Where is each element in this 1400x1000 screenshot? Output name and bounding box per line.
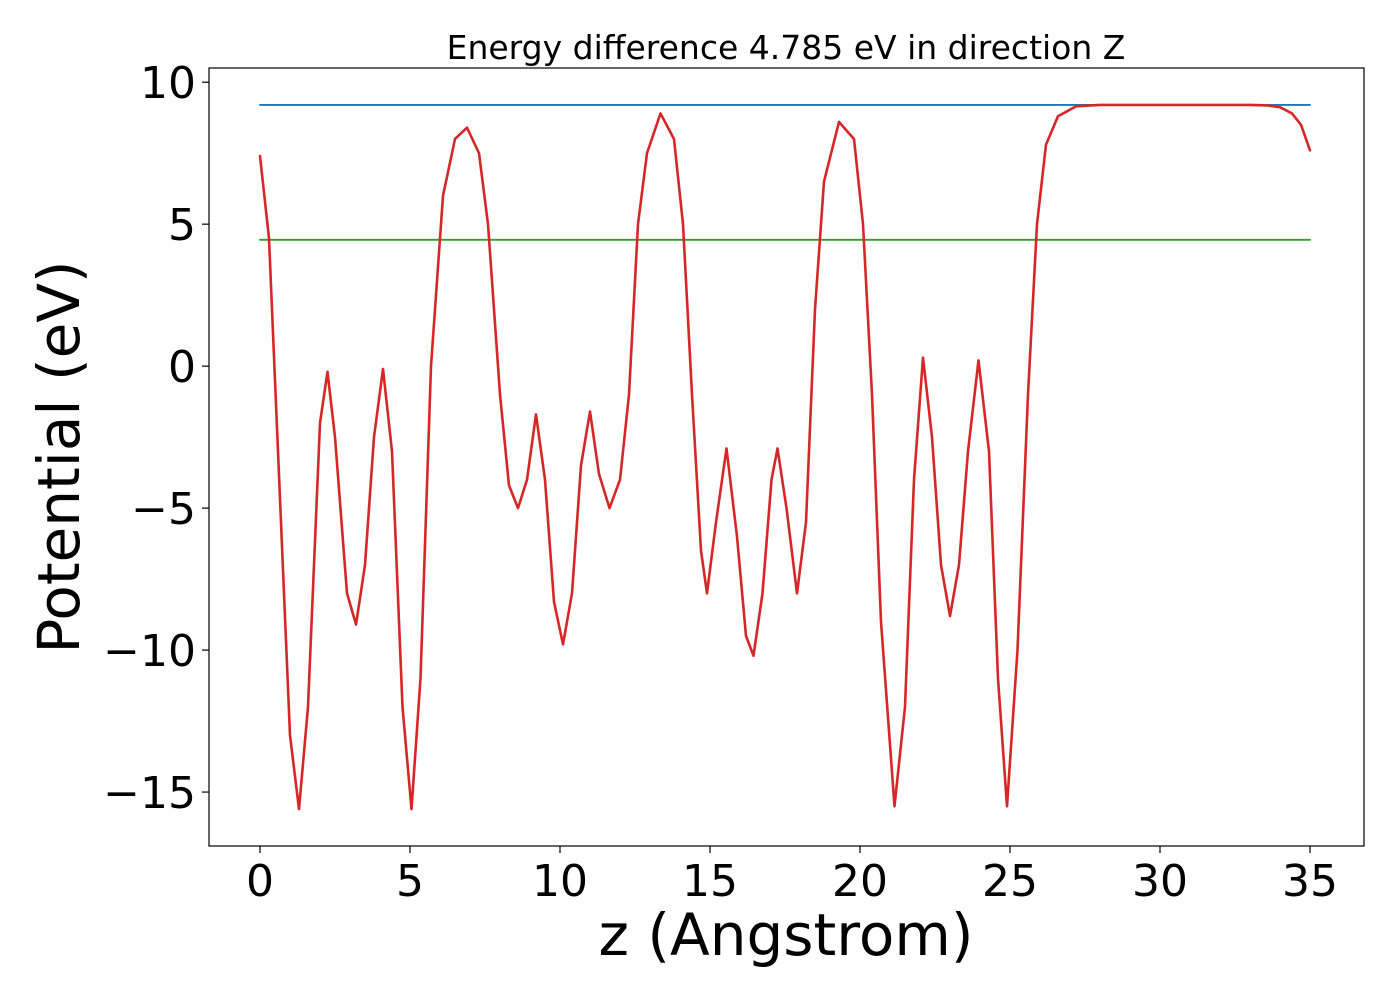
axis-ticks: 0 5 10 15 20 25 30 35 10 5 0 −5 −10 −15 [103, 58, 1338, 907]
y-tick-label: −15 [103, 768, 196, 819]
x-tick-label: 0 [246, 856, 274, 907]
y-tick-label: 10 [140, 58, 196, 109]
y-tick-label: −10 [103, 626, 196, 677]
x-axis-label: z (Angstrom) [599, 901, 974, 969]
y-tick-label: 0 [168, 342, 196, 393]
x-tick-label: 25 [982, 856, 1038, 907]
x-tick-label: 10 [532, 856, 588, 907]
series-line-0 [258, 103, 1312, 811]
y-tick-label: 5 [168, 200, 196, 251]
x-tick-label: 15 [682, 856, 738, 907]
plot-frame [208, 67, 1365, 847]
plot-area [258, 103, 1312, 811]
x-tick-label: 20 [832, 856, 888, 907]
x-tick-label: 30 [1132, 856, 1188, 907]
x-tick-label: 5 [396, 856, 424, 907]
chart-title: Energy difference 4.785 eV in direction … [447, 28, 1126, 67]
y-tick-label: −5 [131, 484, 196, 535]
x-tick-label: 35 [1282, 856, 1338, 907]
y-axis-label: Potential (eV) [25, 260, 93, 653]
